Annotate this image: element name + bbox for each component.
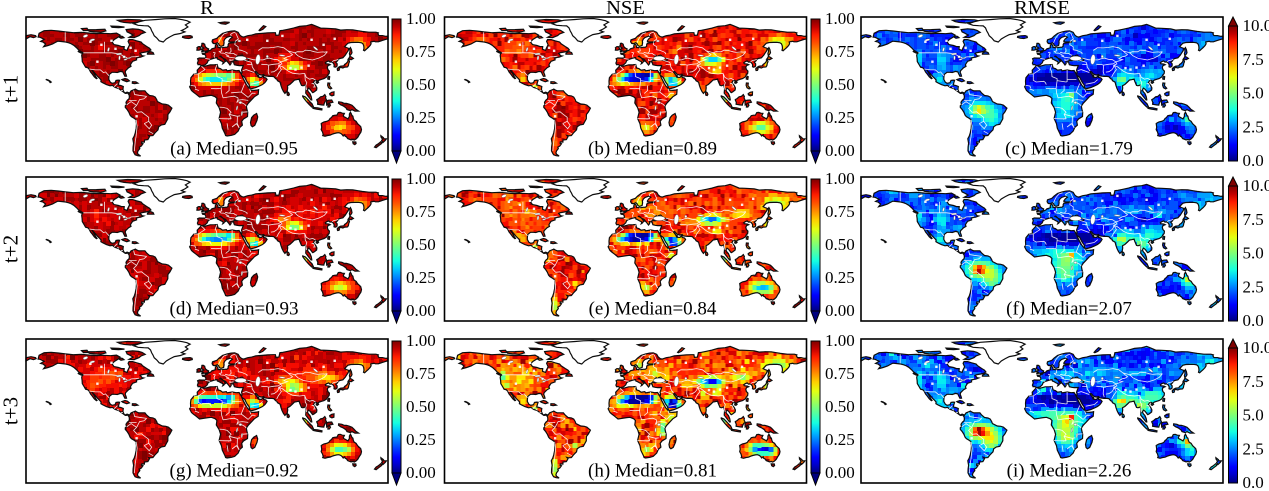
svg-text:0.75: 0.75 (406, 42, 436, 61)
svg-text:0.25: 0.25 (406, 430, 436, 449)
svg-text:(i) Median=2.26: (i) Median=2.26 (1007, 461, 1132, 482)
svg-text:0.25: 0.25 (406, 268, 436, 287)
svg-text:R: R (200, 0, 214, 19)
svg-text:0.25: 0.25 (825, 430, 855, 449)
svg-text:t+2: t+2 (0, 235, 23, 263)
svg-text:1.00: 1.00 (825, 9, 855, 28)
svg-text:0.50: 0.50 (825, 235, 855, 254)
svg-text:7.5: 7.5 (1243, 50, 1264, 69)
svg-text:(a) Median=0.95: (a) Median=0.95 (170, 139, 298, 160)
svg-text:(e) Median=0.84: (e) Median=0.84 (589, 299, 717, 320)
svg-text:0.00: 0.00 (406, 463, 436, 482)
svg-text:0.00: 0.00 (406, 301, 436, 320)
svg-text:0.0: 0.0 (1243, 311, 1264, 330)
svg-text:t+3: t+3 (0, 397, 23, 425)
svg-text:(h) Median=0.81: (h) Median=0.81 (588, 461, 717, 482)
svg-text:0.50: 0.50 (406, 397, 436, 416)
svg-text:0.75: 0.75 (406, 202, 436, 221)
svg-text:0.50: 0.50 (825, 75, 855, 94)
svg-text:5.0: 5.0 (1243, 244, 1264, 263)
svg-text:0.00: 0.00 (825, 463, 855, 482)
svg-text:2.5: 2.5 (1243, 439, 1264, 458)
svg-text:10.0: 10.0 (1243, 16, 1269, 35)
svg-text:0.75: 0.75 (406, 364, 436, 383)
svg-text:0.25: 0.25 (825, 108, 855, 127)
svg-text:(d) Median=0.93: (d) Median=0.93 (170, 299, 299, 320)
svg-text:0.25: 0.25 (406, 108, 436, 127)
svg-text:(c) Median=1.79: (c) Median=1.79 (1005, 139, 1133, 160)
svg-text:0.50: 0.50 (825, 397, 855, 416)
svg-text:(b) Median=0.89: (b) Median=0.89 (588, 139, 717, 160)
svg-text:NSE: NSE (606, 0, 645, 19)
svg-text:0.50: 0.50 (406, 235, 436, 254)
svg-text:(g) Median=0.92: (g) Median=0.92 (170, 461, 299, 482)
svg-text:1.00: 1.00 (406, 331, 436, 350)
svg-text:0.00: 0.00 (825, 141, 855, 160)
svg-text:0.50: 0.50 (406, 75, 436, 94)
svg-text:0.0: 0.0 (1243, 473, 1264, 491)
svg-text:2.5: 2.5 (1243, 117, 1264, 136)
svg-text:0.0: 0.0 (1243, 151, 1264, 170)
svg-text:5.0: 5.0 (1243, 406, 1264, 425)
svg-text:0.75: 0.75 (825, 42, 855, 61)
svg-text:RMSE: RMSE (1014, 0, 1070, 19)
svg-text:2.5: 2.5 (1243, 277, 1264, 296)
svg-text:1.00: 1.00 (825, 331, 855, 350)
svg-text:0.75: 0.75 (825, 202, 855, 221)
svg-text:1.00: 1.00 (825, 169, 855, 188)
svg-text:1.00: 1.00 (406, 169, 436, 188)
svg-text:0.00: 0.00 (406, 141, 436, 160)
svg-text:10.0: 10.0 (1243, 176, 1269, 195)
svg-text:0.00: 0.00 (825, 301, 855, 320)
svg-text:7.5: 7.5 (1243, 210, 1264, 229)
svg-text:t+1: t+1 (0, 75, 23, 103)
svg-text:7.5: 7.5 (1243, 372, 1264, 391)
svg-text:(f) Median=2.07: (f) Median=2.07 (1006, 299, 1132, 320)
svg-text:0.75: 0.75 (825, 364, 855, 383)
svg-text:0.25: 0.25 (825, 268, 855, 287)
svg-text:1.00: 1.00 (406, 9, 436, 28)
svg-text:5.0: 5.0 (1243, 84, 1264, 103)
svg-text:10.0: 10.0 (1243, 338, 1269, 357)
